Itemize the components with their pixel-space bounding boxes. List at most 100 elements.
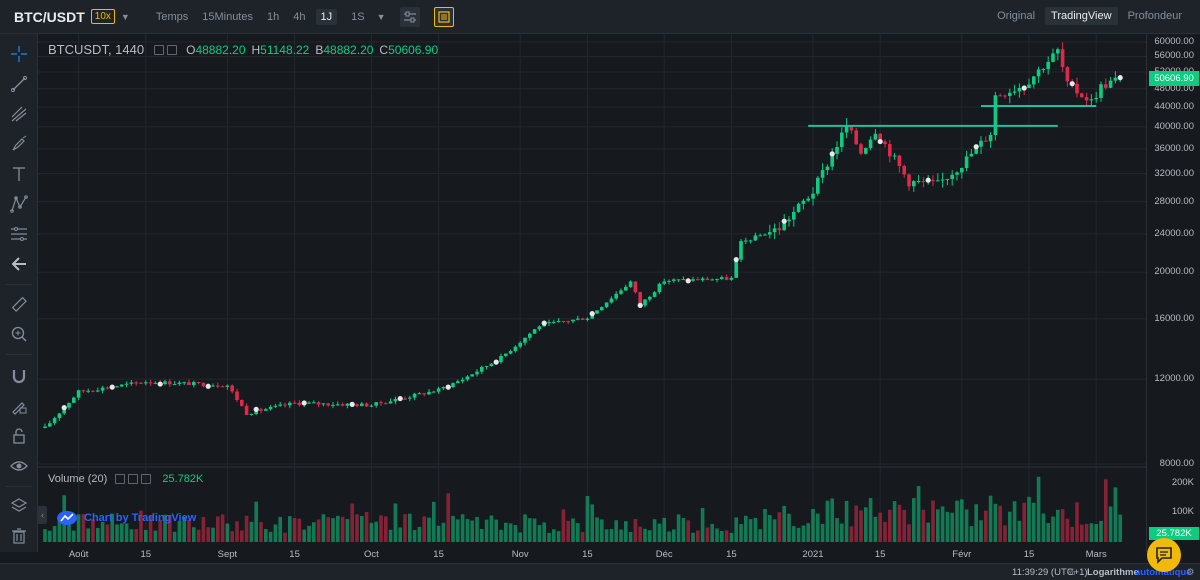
- candle-body: [196, 382, 201, 384]
- volume-bar: [259, 522, 263, 542]
- fork-icon[interactable]: [9, 104, 29, 124]
- volume-bar: [816, 513, 820, 542]
- view-tradingview[interactable]: TradingView: [1045, 7, 1118, 25]
- chart-canvas[interactable]: [38, 34, 1146, 552]
- candle-body: [830, 153, 834, 167]
- fib-icon[interactable]: [9, 224, 29, 244]
- candle-body: [340, 404, 345, 406]
- volume-settings-icon[interactable]: [115, 474, 126, 484]
- pattern-icon[interactable]: [9, 194, 29, 214]
- volume-bar: [787, 513, 791, 542]
- layers-icon[interactable]: [9, 496, 29, 516]
- volume-bar: [720, 531, 724, 542]
- volume-bar: [739, 524, 743, 542]
- candle-body: [988, 135, 993, 142]
- price-tick: 16000.00: [1154, 312, 1194, 324]
- volume-bar: [744, 515, 748, 542]
- eye-icon[interactable]: [9, 456, 29, 476]
- candle-body: [235, 391, 239, 400]
- volume-bar: [988, 495, 993, 542]
- trash-icon[interactable]: [9, 526, 29, 546]
- chat-icon[interactable]: [1147, 538, 1181, 572]
- tf-1h[interactable]: 1h: [267, 10, 280, 23]
- candle-body: [1080, 93, 1084, 98]
- volume-bar: [1104, 479, 1108, 542]
- candle-body: [907, 174, 911, 187]
- time-axis[interactable]: Août 15 Sept 15 Oct 15 Nov 15 Déc 15 2021 15 Févr 15 M…: [38, 545, 1146, 563]
- tradingview-credit[interactable]: Chart by TradingView: [56, 510, 196, 526]
- drawing-toolbar: [0, 34, 38, 552]
- tf-15min[interactable]: 15Minutes: [202, 10, 253, 23]
- volume-bar: [249, 521, 254, 542]
- indicator-settings-icon[interactable]: [399, 6, 420, 27]
- view-original[interactable]: Original: [997, 10, 1036, 22]
- volume-bar: [580, 532, 585, 542]
- candle-body: [748, 240, 753, 242]
- settings-icon[interactable]: ⚙: [1186, 567, 1195, 578]
- volume-bar: [235, 521, 239, 542]
- zoom-in-icon[interactable]: [9, 324, 29, 344]
- lock-icon[interactable]: [9, 426, 29, 446]
- collapse-rail-chevron-icon[interactable]: ‹: [38, 506, 47, 524]
- credit-text[interactable]: Chart by TradingView: [84, 512, 197, 524]
- log-toggle[interactable]: Logarithme: [1087, 567, 1139, 578]
- signal-dot: [397, 395, 403, 402]
- volume-bar: [1118, 514, 1122, 542]
- chevron-down-icon[interactable]: ▼: [120, 11, 130, 22]
- legend-settings-icon[interactable]: [154, 44, 165, 55]
- volume-bar: [225, 523, 230, 542]
- back-arrow-icon[interactable]: [9, 254, 29, 274]
- candle-body: [427, 391, 431, 395]
- ruler-icon[interactable]: [9, 294, 29, 314]
- text-icon[interactable]: [9, 164, 29, 184]
- volume-bar: [81, 514, 86, 542]
- crosshair-icon[interactable]: [9, 44, 29, 64]
- order-book-icon[interactable]: [433, 6, 454, 27]
- candle-body: [969, 153, 974, 157]
- signal-dot: [877, 138, 883, 145]
- close-value: 50606.90: [388, 42, 439, 57]
- time-tick: 15: [874, 549, 886, 560]
- candle-body: [422, 393, 426, 395]
- signal-dot: [1069, 81, 1075, 87]
- volume-bar: [576, 523, 580, 542]
- volume-bar: [681, 517, 686, 542]
- volume-bar: [710, 523, 714, 542]
- candle-body: [460, 379, 465, 382]
- volume-source-icon[interactable]: [128, 474, 139, 484]
- volume-bar: [835, 518, 839, 542]
- candlestick-chart[interactable]: [38, 34, 1146, 552]
- tf-1s[interactable]: 1S: [351, 10, 365, 23]
- view-depth[interactable]: Profondeur: [1127, 10, 1182, 22]
- candle-body: [960, 168, 964, 173]
- auto-toggle[interactable]: automatique: [1135, 567, 1192, 578]
- brush-icon[interactable]: [9, 134, 29, 154]
- signal-dot: [109, 384, 115, 390]
- candle-body: [566, 321, 570, 323]
- candle-body: [715, 279, 719, 281]
- volume-bar: [523, 514, 527, 542]
- volume-bar: [1041, 513, 1046, 542]
- tf-4h[interactable]: 4h: [293, 10, 306, 23]
- trend-line-icon[interactable]: [9, 74, 29, 94]
- candle-body: [163, 381, 167, 385]
- volume-bar: [302, 529, 306, 542]
- candle-body: [816, 177, 820, 194]
- percent-toggle[interactable]: %: [1067, 567, 1076, 578]
- candle-body: [96, 390, 100, 392]
- lock-draw-icon[interactable]: [9, 396, 29, 416]
- candle-body: [201, 382, 206, 387]
- volume-bar: [504, 522, 508, 542]
- tf-1j[interactable]: 1J: [315, 8, 338, 25]
- candle-body: [259, 409, 263, 411]
- legend-source-icon[interactable]: [167, 44, 178, 55]
- leverage-badge[interactable]: 10x: [90, 9, 115, 24]
- price-axis[interactable]: 60000.0056000.0052000.0048000.0044000.00…: [1146, 34, 1200, 552]
- magnet-icon[interactable]: [9, 366, 29, 386]
- tf-temps[interactable]: Temps: [155, 10, 189, 23]
- volume-bar: [1089, 523, 1094, 542]
- volume-close-icon[interactable]: [141, 474, 152, 484]
- volume-bar: [475, 516, 479, 542]
- timeframe-dropdown-icon[interactable]: ▼: [376, 11, 386, 22]
- symbol-title[interactable]: BTC/USDT: [14, 8, 85, 25]
